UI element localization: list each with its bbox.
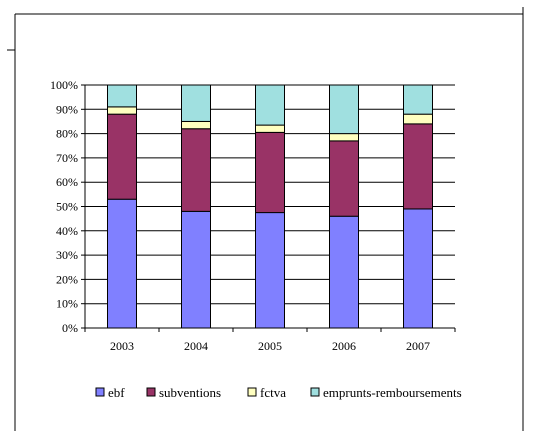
y-tick-label: 40%: [56, 224, 78, 238]
x-tick-label: 2006: [332, 339, 356, 353]
x-tick-label: 2003: [110, 339, 134, 353]
legend-label-ebf: ebf: [108, 385, 125, 400]
y-tick-label: 70%: [56, 151, 78, 165]
bar-subventions-2003: [107, 113, 137, 200]
legend-swatch-ebf: [95, 387, 105, 397]
bar-subventions-2005: [255, 131, 285, 214]
y-tick-label: 10%: [56, 297, 78, 311]
legend-swatch-emprunts-remboursements: [310, 387, 320, 397]
legend: ebf subventions fctva emprunts-remboursemen…: [95, 385, 462, 400]
y-tick-label: 80%: [56, 127, 78, 141]
bar-fctva-2003: [107, 106, 137, 115]
bar-ebf-2006: [329, 215, 359, 329]
y-tick-label: 90%: [56, 102, 78, 116]
y-tick-label: 50%: [56, 200, 78, 214]
x-tick-label: 2005: [258, 339, 282, 353]
y-tick-label: 0%: [62, 321, 78, 335]
bar-fctva-2005: [255, 124, 285, 133]
legend-swatch-subventions: [146, 387, 156, 397]
bar-emprunts-remboursements-2007: [403, 84, 433, 115]
legend-label-fctva: fctva: [260, 385, 286, 400]
bar-subventions-2004: [181, 128, 211, 212]
legend-swatch-fctva: [247, 387, 257, 397]
y-tick-label: 20%: [56, 272, 78, 286]
plot-area: 0% 10% 20% 30% 40% 50% 60% 70% 80% 90% 100% 2003 200…: [50, 78, 456, 353]
x-tick-label: 2004: [184, 339, 208, 353]
y-tick-label: 100%: [50, 78, 78, 92]
bar-ebf-2007: [403, 208, 433, 329]
bar-ebf-2005: [255, 212, 285, 329]
bar-emprunts-remboursements-2004: [181, 84, 211, 122]
x-tick-label: 2007: [406, 339, 430, 353]
bar-ebf-2004: [181, 210, 211, 329]
bar-fctva-2007: [403, 113, 433, 125]
bar-emprunts-remboursements-2006: [329, 84, 359, 135]
y-tick-label: 30%: [56, 248, 78, 262]
y-tick-label: 60%: [56, 175, 78, 189]
bar-fctva-2004: [181, 120, 211, 130]
bar-subventions-2006: [329, 140, 359, 217]
bar-subventions-2007: [403, 123, 433, 210]
bar-emprunts-remboursements-2005: [255, 84, 285, 126]
legend-label-emprunts-remboursements: emprunts-remboursements: [323, 385, 462, 400]
bar-ebf-2003: [107, 198, 137, 329]
bar-emprunts-remboursements-2003: [107, 84, 137, 108]
bar-fctva-2006: [329, 133, 359, 142]
legend-label-subventions: subventions: [159, 385, 221, 400]
